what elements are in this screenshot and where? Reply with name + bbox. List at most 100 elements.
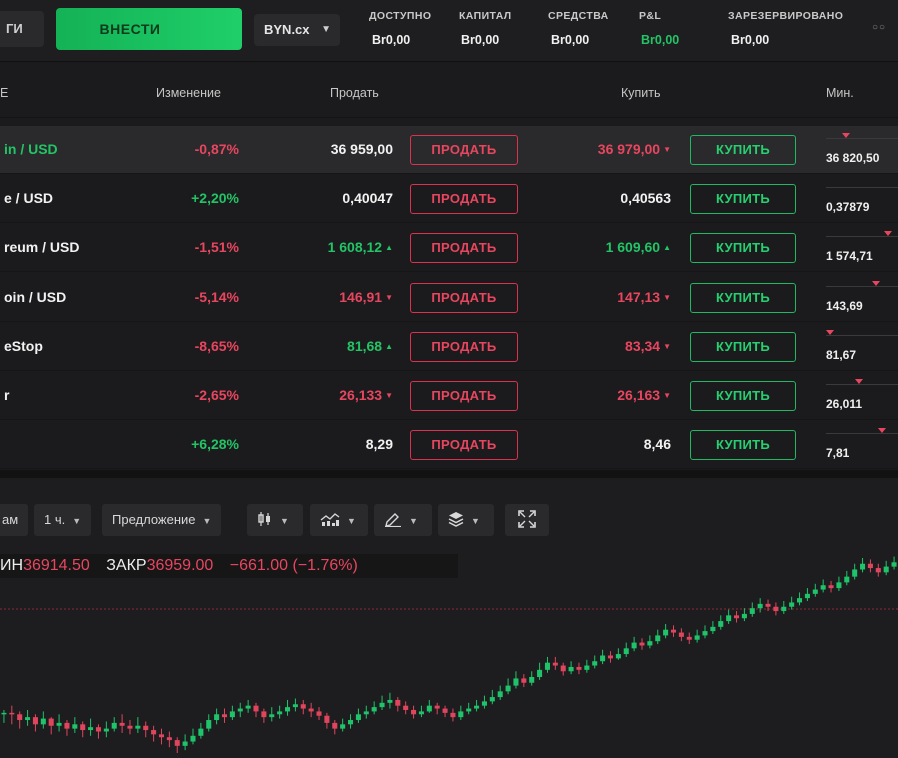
table-row[interactable]: +6,28% 8,29 ПРОДАТЬ 8,46 КУПИТЬ 7,81	[0, 421, 898, 470]
candle	[655, 629, 661, 645]
change-value: -8,65%	[194, 337, 239, 354]
candle	[639, 638, 645, 650]
header-buy[interactable]: Купить	[621, 86, 661, 100]
candle	[355, 708, 361, 723]
candle	[151, 725, 157, 742]
buy-price: 1 609,60 ▲	[606, 239, 671, 255]
sell-button[interactable]: ПРОДАТЬ	[410, 184, 518, 215]
change-value: +6,28%	[191, 436, 239, 453]
layers-dropdown[interactable]: ▼	[438, 504, 494, 536]
stat-value: Br0,00	[551, 33, 590, 47]
candle	[552, 656, 558, 670]
candle	[174, 737, 180, 753]
price-chart[interactable]	[0, 478, 898, 758]
sell-button[interactable]: ПРОДАТЬ	[410, 381, 518, 411]
currency-selector[interactable]: BYN.cx ▼	[254, 14, 340, 46]
min-cell: 1 574,71	[826, 231, 898, 268]
buy-price: 36 979,00 ▼	[598, 141, 671, 157]
stat-label: ЗАРЕЗЕРВИРОВАНО	[728, 10, 844, 22]
arrow-up-icon: ▲	[385, 341, 393, 351]
range-marker-icon	[842, 133, 850, 138]
stat-label: СРЕДСТВА	[548, 10, 609, 22]
candle	[426, 699, 432, 713]
candle	[600, 649, 606, 665]
candle	[308, 702, 314, 718]
instrument-name[interactable]: reum / USD	[4, 239, 80, 256]
instrument-name[interactable]: e / USD	[4, 190, 54, 207]
candle	[88, 718, 94, 736]
deposit-button[interactable]: ВНЕСТИ	[56, 8, 242, 50]
chart-type-dropdown[interactable]: ▼	[247, 504, 303, 536]
table-row[interactable]: eStop -8,65% 81,68 ▲ ПРОДАТЬ 83,34 ▼ КУПИТ…	[0, 323, 898, 371]
candle	[40, 711, 46, 729]
candle	[332, 720, 338, 735]
sell-button[interactable]: ПРОДАТЬ	[410, 430, 518, 461]
sell-button[interactable]: ПРОДАТЬ	[410, 233, 518, 264]
candle	[844, 570, 850, 586]
top-bar: ГИ ВНЕСТИ BYN.cx ▼ ДОСТУПНО Br0,00 КАПИТ…	[0, 0, 898, 62]
table-row[interactable]: r -2,65% 26,133 ▼ ПРОДАТЬ 26,163 ▼ КУПИТЬ …	[0, 372, 898, 420]
range-button[interactable]: ам	[0, 504, 29, 536]
candle	[119, 714, 125, 733]
arrow-down-icon: ▼	[385, 391, 393, 400]
candle	[537, 662, 543, 680]
stat-value: Br0,00	[372, 33, 411, 47]
ohlc-min-value: 36914.50	[23, 557, 90, 574]
range-marker-icon	[878, 428, 886, 434]
candle	[95, 724, 101, 739]
header-change[interactable]: Изменение	[156, 86, 221, 100]
buy-button[interactable]: КУПИТЬ	[690, 184, 796, 215]
ohlc-change: −661.00 (−1.76%)	[229, 557, 358, 574]
candle	[237, 702, 243, 718]
table-row[interactable]: e / USD +2,20% 0,40047 ПРОДАТЬ 0,40563 К…	[0, 175, 898, 224]
candle	[867, 559, 873, 573]
candle	[702, 625, 708, 639]
currency-label: BYN.cx	[264, 22, 310, 37]
arrow-down-icon: ▼	[663, 145, 671, 154]
sell-button[interactable]: ПРОДАТЬ	[410, 135, 518, 165]
range-bar	[826, 285, 898, 287]
candle	[804, 588, 810, 602]
more-icon[interactable]: ○○	[872, 22, 887, 33]
min-cell: 26,011	[826, 379, 898, 416]
table-header: Е Изменение Продать Купить Мин.	[0, 70, 898, 118]
table-row[interactable]: oin / USD -5,14% 146,91 ▼ ПРОДАТЬ 147,13 ▼…	[0, 274, 898, 322]
fullscreen-button[interactable]	[505, 504, 549, 536]
candle	[781, 601, 787, 614]
candle	[584, 659, 590, 673]
nav-button[interactable]: ГИ	[0, 11, 44, 47]
candle	[757, 598, 763, 613]
buy-button[interactable]: КУПИТЬ	[690, 282, 796, 313]
header-name[interactable]: Е	[0, 86, 9, 100]
min-value: 26,011	[826, 397, 863, 411]
indicators-dropdown[interactable]: ▼	[310, 504, 368, 536]
stat-value: Br0,00	[731, 33, 770, 47]
instrument-name[interactable]: in / USD	[4, 141, 58, 157]
candle	[812, 583, 818, 597]
buy-button[interactable]: КУПИТЬ	[690, 331, 796, 362]
sell-button[interactable]: ПРОДАТЬ	[410, 331, 518, 362]
sell-button[interactable]: ПРОДАТЬ	[410, 282, 518, 313]
table-row[interactable]: in / USD -0,87% 36 959,00 ПРОДАТЬ 36 979…	[0, 126, 898, 174]
buy-button[interactable]: КУПИТЬ	[690, 430, 796, 461]
price-type-dropdown[interactable]: Предложение ▼	[102, 504, 222, 536]
buy-button[interactable]: КУПИТЬ	[690, 135, 796, 165]
candle	[269, 707, 275, 722]
interval-dropdown[interactable]: 1 ч. ▼	[34, 504, 92, 536]
candle	[9, 705, 15, 725]
draw-dropdown[interactable]: ▼	[374, 504, 432, 536]
sell-price: 146,91 ▼	[339, 289, 393, 305]
instrument-name[interactable]: r	[4, 387, 10, 403]
change-value: -5,14%	[194, 288, 239, 305]
buy-button[interactable]: КУПИТЬ	[690, 381, 796, 411]
candle	[726, 609, 732, 624]
candle	[521, 674, 527, 688]
header-min[interactable]: Мин.	[826, 86, 854, 100]
table-row[interactable]: reum / USD -1,51% 1 608,12 ▲ ПРОДАТЬ 1 60…	[0, 224, 898, 273]
instrument-name[interactable]: oin / USD	[4, 288, 67, 305]
buy-button[interactable]: КУПИТЬ	[690, 233, 796, 264]
instrument-name[interactable]: eStop	[4, 337, 43, 354]
candle	[363, 705, 369, 719]
header-sell[interactable]: Продать	[330, 86, 379, 100]
stat-label: ДОСТУПНО	[369, 10, 432, 22]
